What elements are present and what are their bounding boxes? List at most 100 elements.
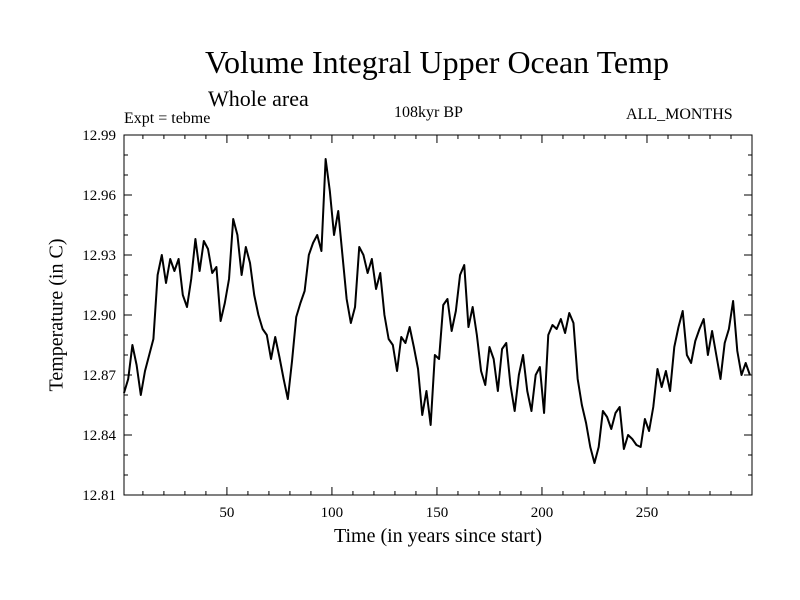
data-point	[627, 434, 629, 436]
data-point	[224, 302, 226, 304]
data-point	[631, 438, 633, 440]
data-point	[367, 272, 369, 274]
plot-frame	[123, 134, 753, 496]
data-point	[127, 378, 129, 380]
data-point	[425, 390, 428, 392]
data-point	[123, 392, 125, 394]
data-point	[358, 246, 360, 248]
chart-title: Volume Integral Upper Ocean Temp	[205, 44, 669, 80]
data-point	[635, 444, 638, 446]
data-point	[644, 418, 646, 420]
data-point	[291, 360, 293, 362]
data-point	[144, 370, 146, 372]
data-point	[467, 326, 470, 328]
data-point	[199, 270, 201, 272]
data-point	[257, 314, 260, 316]
data-point	[375, 288, 377, 290]
data-point	[312, 242, 314, 244]
y-tick-label: 12.84	[82, 428, 116, 444]
data-point	[522, 354, 524, 356]
data-point	[463, 264, 465, 266]
data-point	[388, 338, 390, 340]
period-label: 108kyr BP	[394, 104, 463, 121]
data-point	[614, 412, 617, 414]
data-point	[211, 272, 213, 274]
data-point	[572, 322, 575, 324]
data-point	[232, 218, 234, 220]
data-point	[438, 358, 440, 360]
data-point	[329, 190, 331, 192]
x-axis-label: Time (in years since start)	[333, 525, 543, 547]
x-tick-label: 50	[219, 505, 234, 521]
data-point	[178, 258, 180, 260]
data-point	[451, 330, 453, 332]
data-point	[249, 262, 251, 264]
data-point	[677, 326, 680, 328]
axis-tick-labels: 12.81 12.84 12.87 12.90 12.93 12.96 12.99 50 100…	[82, 128, 658, 521]
data-point	[715, 354, 717, 356]
data-point	[745, 362, 747, 364]
data-point	[623, 448, 625, 450]
y-tick-label: 12.87	[82, 368, 116, 384]
data-point	[392, 344, 394, 346]
data-point	[728, 328, 730, 330]
data-point	[350, 322, 352, 324]
data-point	[669, 390, 671, 392]
data-point	[619, 406, 621, 408]
data-point	[320, 250, 323, 252]
data-point	[656, 368, 659, 370]
data-point	[173, 270, 176, 272]
data-point	[136, 364, 138, 366]
data-point	[245, 246, 247, 248]
y-tick-label: 12.93	[82, 248, 116, 264]
chart-subtitle: Whole area	[208, 86, 309, 111]
data-point	[543, 412, 545, 414]
x-tick-label: 100	[321, 505, 344, 521]
data-point	[266, 334, 268, 336]
data-point	[648, 430, 650, 432]
data-point	[442, 304, 444, 306]
data-point	[694, 340, 696, 342]
data-point	[598, 446, 600, 448]
data-point	[161, 254, 163, 256]
data-point	[593, 462, 596, 464]
data-point	[673, 346, 675, 348]
data-point	[740, 374, 743, 376]
data-point	[577, 378, 579, 380]
data-point	[560, 318, 562, 320]
data-point	[703, 318, 705, 320]
data-point	[299, 302, 302, 304]
data-point	[186, 306, 188, 308]
data-point	[396, 370, 398, 372]
data-point	[413, 346, 415, 348]
data-point	[514, 410, 516, 412]
data-point	[274, 336, 276, 338]
data-point	[337, 210, 339, 212]
data-point	[459, 274, 461, 276]
data-point	[421, 414, 423, 416]
data-point	[434, 354, 436, 356]
data-point	[455, 310, 457, 312]
data-point	[182, 294, 184, 296]
data-point	[304, 290, 306, 292]
data-point	[253, 294, 255, 296]
data-point	[501, 348, 503, 350]
data-point	[564, 332, 566, 334]
data-point	[220, 320, 222, 322]
data-point	[556, 328, 558, 330]
months-label: ALL_MONTHS	[626, 106, 733, 123]
data-point	[518, 374, 520, 376]
data-point	[568, 312, 570, 314]
data-point	[526, 390, 528, 392]
data-point	[732, 300, 734, 302]
data-point	[400, 336, 402, 338]
y-tick-label: 12.96	[82, 188, 116, 204]
data-point	[157, 274, 159, 276]
data-point	[165, 282, 167, 284]
data-point	[589, 446, 591, 448]
data-point	[383, 314, 386, 316]
data-point	[602, 410, 604, 412]
data-point	[652, 406, 654, 408]
y-tick-label: 12.90	[82, 308, 116, 324]
